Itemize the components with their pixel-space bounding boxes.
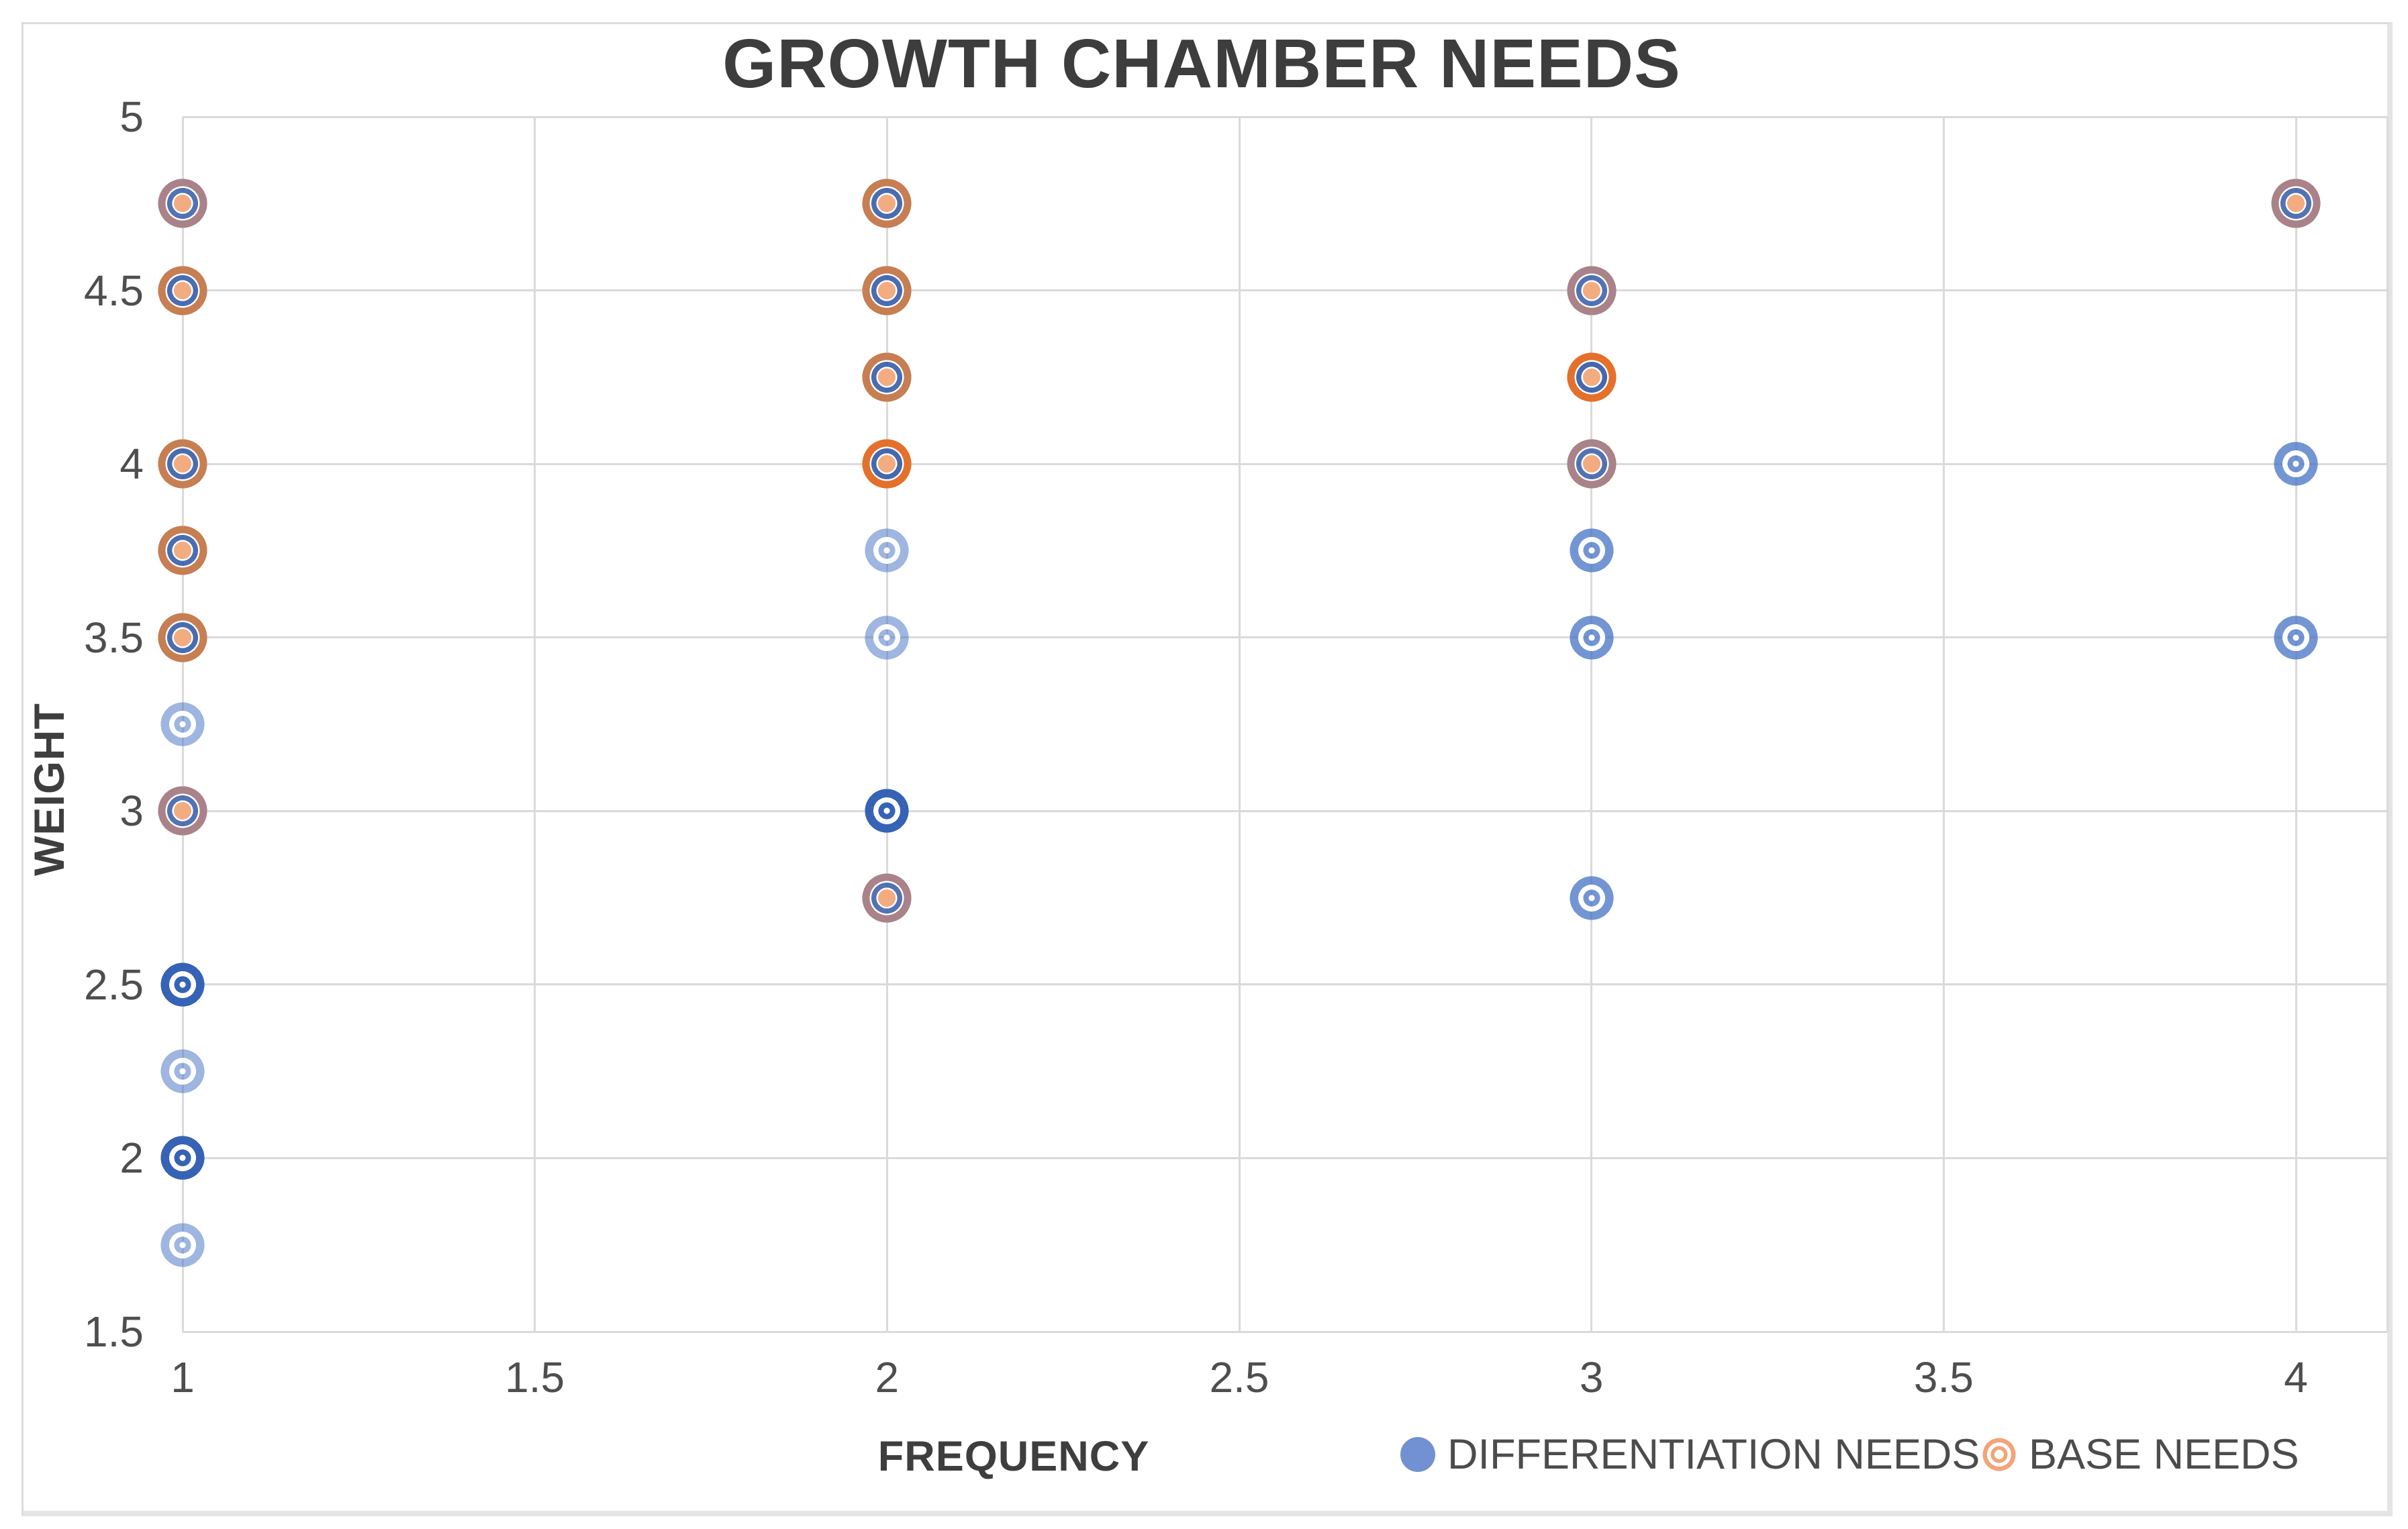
gridline bbox=[183, 983, 2387, 986]
gridline bbox=[183, 809, 2387, 812]
x-tick-label: 1 bbox=[171, 1353, 195, 1401]
data-point bbox=[1569, 875, 1614, 920]
data-point bbox=[865, 528, 910, 573]
legend-item-differentiation-needs: DIFFERENTIATION NEEDS bbox=[1400, 1429, 1980, 1480]
data-point bbox=[2271, 179, 2321, 229]
y-tick-label: 1.5 bbox=[84, 1308, 144, 1356]
y-axis-title: WEIGHT bbox=[26, 703, 73, 876]
x-tick-label: 3 bbox=[1579, 1353, 1604, 1401]
data-point bbox=[862, 352, 912, 402]
gridline bbox=[183, 115, 2387, 118]
y-tick-label: 3 bbox=[119, 787, 144, 836]
legend-label-differentiation-needs: DIFFERENTIATION NEEDS bbox=[1447, 1431, 1980, 1478]
data-point bbox=[160, 702, 205, 746]
data-point bbox=[865, 789, 910, 834]
gridline bbox=[183, 462, 2387, 465]
data-point bbox=[160, 1222, 205, 1267]
data-point bbox=[862, 873, 912, 923]
gridline bbox=[1590, 117, 1593, 1332]
data-point bbox=[158, 526, 207, 576]
chart-frame bbox=[21, 22, 2393, 1516]
data-point bbox=[1566, 352, 1617, 402]
legend-label-base-needs: BASE NEEDS bbox=[2029, 1431, 2299, 1478]
x-axis-title: FREQUENCY bbox=[877, 1433, 1150, 1480]
data-point bbox=[1566, 439, 1617, 489]
data-point bbox=[2274, 615, 2318, 660]
plot-right-border bbox=[2386, 117, 2389, 1332]
y-tick-label: 4.5 bbox=[84, 266, 144, 315]
x-tick-label: 2 bbox=[875, 1353, 900, 1401]
y-tick-label: 5 bbox=[119, 93, 144, 141]
y-tick-label: 3.5 bbox=[84, 613, 144, 662]
data-point bbox=[1569, 528, 1614, 573]
gridline bbox=[183, 1156, 2387, 1159]
data-point bbox=[160, 1136, 205, 1181]
legend-blue-circle-marker-icon bbox=[1400, 1437, 1435, 1472]
data-point bbox=[865, 615, 910, 660]
data-point bbox=[1566, 265, 1617, 315]
y-tick-label: 4 bbox=[119, 440, 144, 489]
data-point bbox=[160, 962, 205, 1007]
gridline bbox=[183, 636, 2387, 639]
data-point bbox=[160, 1049, 205, 1094]
data-point bbox=[862, 179, 912, 229]
gridline bbox=[2295, 117, 2297, 1332]
data-point bbox=[158, 179, 207, 229]
x-tick-label: 3.5 bbox=[1913, 1353, 1974, 1401]
data-point bbox=[862, 439, 912, 489]
data-point bbox=[158, 439, 207, 489]
gridline bbox=[1238, 117, 1241, 1332]
data-point bbox=[158, 612, 207, 662]
gridline bbox=[1942, 117, 1945, 1332]
y-tick-label: 2.5 bbox=[84, 960, 144, 1009]
gridline bbox=[885, 117, 888, 1332]
x-tick-label: 4 bbox=[2284, 1353, 2308, 1401]
data-point bbox=[862, 265, 912, 315]
legend-item-base-needs: BASE NEEDS bbox=[1982, 1429, 2299, 1480]
x-tick-label: 2.5 bbox=[1209, 1353, 1269, 1401]
gridline bbox=[534, 117, 536, 1332]
gridline bbox=[183, 1330, 2387, 1333]
data-point bbox=[158, 786, 207, 836]
data-point bbox=[158, 265, 207, 315]
gridline bbox=[183, 289, 2387, 292]
data-point bbox=[2274, 442, 2318, 487]
data-point bbox=[1569, 615, 1614, 660]
x-tick-label: 1.5 bbox=[505, 1353, 565, 1401]
y-tick-label: 2 bbox=[119, 1134, 144, 1183]
legend-orange-ring-marker-icon bbox=[1982, 1437, 2017, 1472]
chart-title: GROWTH CHAMBER NEEDS bbox=[722, 25, 1681, 102]
